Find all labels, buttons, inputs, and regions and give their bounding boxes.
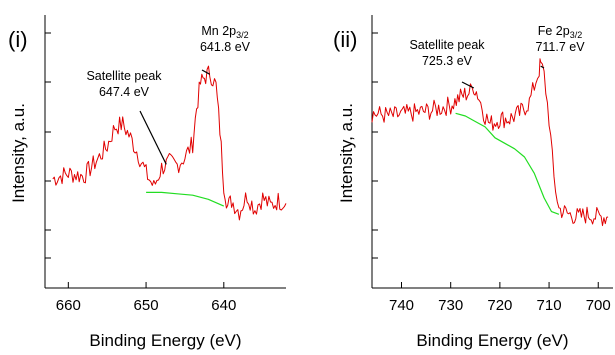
annotation-leader xyxy=(139,110,167,165)
x-tick-label: 730 xyxy=(438,297,463,314)
y-axis-title: Intensity, a.u. xyxy=(9,103,28,203)
annotation-leader xyxy=(201,69,211,75)
panel-2: 740 730 720 710 700 Binding Energy (eV) Intens… xyxy=(333,15,613,350)
x-tick-label: 650 xyxy=(134,297,159,314)
panel-label: (ii) xyxy=(333,27,357,52)
spectrum-line xyxy=(371,58,609,227)
panel-label: (i) xyxy=(8,27,28,52)
annotation: Satellite peak 725.3 eV xyxy=(409,38,485,89)
panel-1: 660 650 640 Binding Energy (eV) Intensity, a… xyxy=(8,15,287,350)
background-line xyxy=(455,112,560,215)
annotation-label: Satellite peak 725.3 eV xyxy=(409,38,485,68)
background-line xyxy=(146,191,225,207)
annotation-label: Mn 2p3/2 641.8 eV xyxy=(200,24,251,54)
x-tick-label: 710 xyxy=(537,297,562,314)
annotation-label: Satellite peak 647.4 eV xyxy=(86,69,162,99)
x-tick-label: 660 xyxy=(56,297,81,314)
annotation: Fe 2p3/2 711.7 eV xyxy=(535,24,585,69)
annotation: Satellite peak 647.4 eV xyxy=(86,69,167,165)
y-axis-title: Intensity, a.u. xyxy=(337,103,356,203)
x-tick-label: 740 xyxy=(389,297,414,314)
x-tick-label: 720 xyxy=(487,297,512,314)
annotation-leader xyxy=(461,81,475,89)
annotation-label: Fe 2p3/2 711.7 eV xyxy=(535,24,585,54)
annotation-leader xyxy=(540,65,545,69)
x-axis-title: Binding Energy (eV) xyxy=(416,331,568,350)
x-tick-label: 640 xyxy=(211,297,236,314)
spectrum-line xyxy=(52,65,287,221)
x-tick-label: 700 xyxy=(586,297,611,314)
annotation: Mn 2p3/2 641.8 eV xyxy=(200,24,251,75)
x-axis-title: Binding Energy (eV) xyxy=(89,331,241,350)
